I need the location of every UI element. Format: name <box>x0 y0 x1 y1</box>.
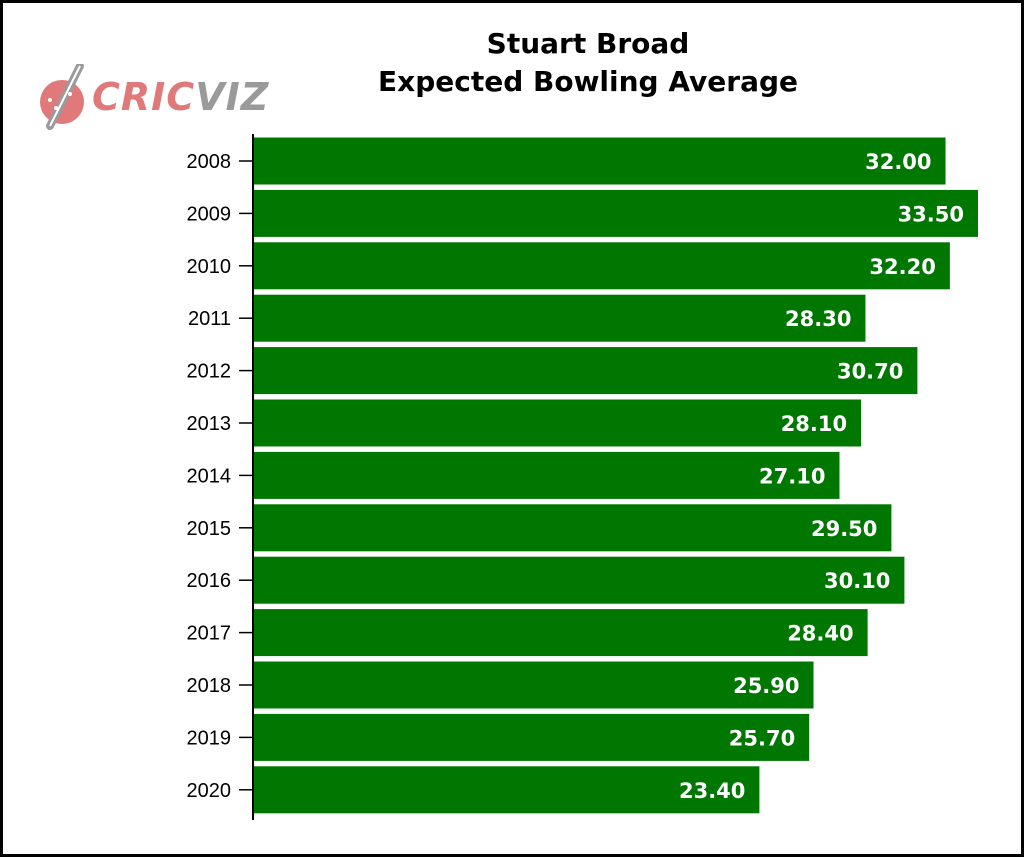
bar <box>253 399 862 447</box>
cricviz-logo-text: CRICVIZ <box>92 72 269 122</box>
bar <box>253 609 868 657</box>
y-tick-label: 2013 <box>187 413 232 435</box>
bar-value-label: 32.00 <box>865 150 931 174</box>
y-tick-label: 2016 <box>187 570 232 592</box>
bar-value-label: 28.40 <box>787 622 853 646</box>
bar-value-label: 28.10 <box>781 412 847 436</box>
bar-value-label: 25.70 <box>729 726 795 750</box>
bar <box>253 556 905 604</box>
bar-value-label: 32.20 <box>869 255 935 279</box>
y-tick-label: 2015 <box>187 518 232 540</box>
y-tick-label: 2009 <box>187 203 232 225</box>
bar-value-label: 33.50 <box>898 202 964 226</box>
y-tick-label: 2012 <box>187 361 232 383</box>
bar <box>253 504 892 552</box>
y-tick-label: 2017 <box>187 623 232 645</box>
y-tick-label: 2010 <box>187 256 232 278</box>
bar-value-label: 30.10 <box>824 569 890 593</box>
y-tick-label: 2018 <box>187 675 232 697</box>
bar-value-label: 28.30 <box>785 307 851 331</box>
bar <box>253 451 840 499</box>
bar <box>253 347 918 395</box>
chart-title-line1: Stuart Broad <box>486 27 690 60</box>
bar-value-label: 30.70 <box>837 360 903 384</box>
bar-value-label: 23.40 <box>679 779 745 803</box>
y-tick-label: 2008 <box>187 151 232 173</box>
chart-title-line2: Expected Bowling Average <box>378 65 798 98</box>
cricviz-logo-text-cric: CRIC <box>92 75 196 119</box>
bar <box>253 661 814 709</box>
bar <box>253 713 810 761</box>
bar-value-label: 29.50 <box>811 517 877 541</box>
y-tick-label: 2019 <box>187 727 232 749</box>
cricket-bat-ball-icon <box>40 64 84 130</box>
cricviz-logo: CRICVIZ <box>36 64 268 134</box>
bar-value-label: 27.10 <box>759 464 825 488</box>
cricviz-logo-text-viz: VIZ <box>195 75 270 119</box>
bar <box>253 294 866 342</box>
y-tick-label: 2014 <box>187 465 232 487</box>
y-tick-label: 2020 <box>187 780 232 802</box>
bar <box>253 189 978 237</box>
bar <box>253 242 950 290</box>
bar-value-label: 25.90 <box>733 674 799 698</box>
y-tick-label: 2011 <box>188 308 231 330</box>
bar <box>253 137 946 185</box>
bar <box>253 766 760 814</box>
